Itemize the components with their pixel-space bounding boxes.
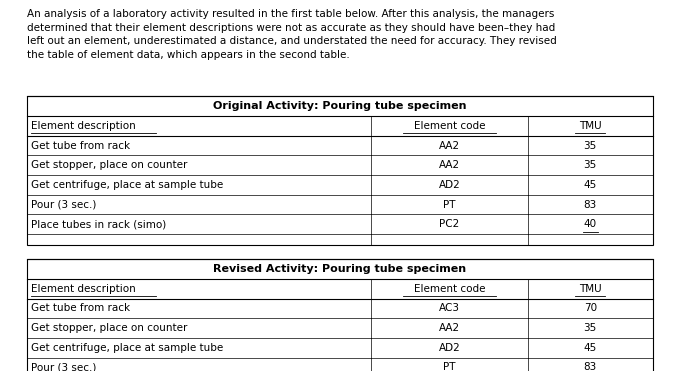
Text: AD2: AD2	[439, 343, 460, 353]
Text: 35: 35	[583, 141, 597, 151]
Text: Pour (3 sec.): Pour (3 sec.)	[31, 200, 96, 210]
Text: An analysis of a laboratory activity resulted in the first table below. After th: An analysis of a laboratory activity res…	[27, 9, 557, 60]
Text: Element description: Element description	[31, 284, 135, 294]
Text: AA2: AA2	[439, 160, 460, 170]
Text: TMU: TMU	[579, 284, 602, 294]
Text: PC2: PC2	[439, 219, 460, 229]
Text: 83: 83	[583, 200, 597, 210]
Text: Get tube from rack: Get tube from rack	[31, 303, 130, 313]
Text: Get stopper, place on counter: Get stopper, place on counter	[31, 160, 187, 170]
Text: Element code: Element code	[413, 121, 486, 131]
Text: Element description: Element description	[31, 121, 135, 131]
Text: PT: PT	[443, 200, 456, 210]
Text: Get tube from rack: Get tube from rack	[31, 141, 130, 151]
Text: AC3: AC3	[439, 303, 460, 313]
Text: 45: 45	[583, 343, 597, 353]
Text: AA2: AA2	[439, 323, 460, 333]
Text: 83: 83	[583, 362, 597, 371]
Text: Place tubes in rack (simo): Place tubes in rack (simo)	[31, 219, 166, 229]
Bar	[27, 96, 653, 245]
Text: 70: 70	[583, 303, 597, 313]
Text: 35: 35	[583, 160, 597, 170]
Text: 40: 40	[583, 219, 597, 229]
Text: 45: 45	[583, 180, 597, 190]
Text: Get stopper, place on counter: Get stopper, place on counter	[31, 323, 187, 333]
Text: Original Activity: Pouring tube specimen: Original Activity: Pouring tube specimen	[214, 101, 466, 111]
Text: PT: PT	[443, 362, 456, 371]
Text: Element code: Element code	[413, 284, 486, 294]
Text: AD2: AD2	[439, 180, 460, 190]
Bar	[27, 259, 653, 371]
Text: Get centrifuge, place at sample tube: Get centrifuge, place at sample tube	[31, 343, 223, 353]
Text: 35: 35	[583, 323, 597, 333]
Text: Revised Activity: Pouring tube specimen: Revised Activity: Pouring tube specimen	[214, 264, 466, 274]
Text: Pour (3 sec.): Pour (3 sec.)	[31, 362, 96, 371]
Text: TMU: TMU	[579, 121, 602, 131]
Text: Get centrifuge, place at sample tube: Get centrifuge, place at sample tube	[31, 180, 223, 190]
Text: AA2: AA2	[439, 141, 460, 151]
